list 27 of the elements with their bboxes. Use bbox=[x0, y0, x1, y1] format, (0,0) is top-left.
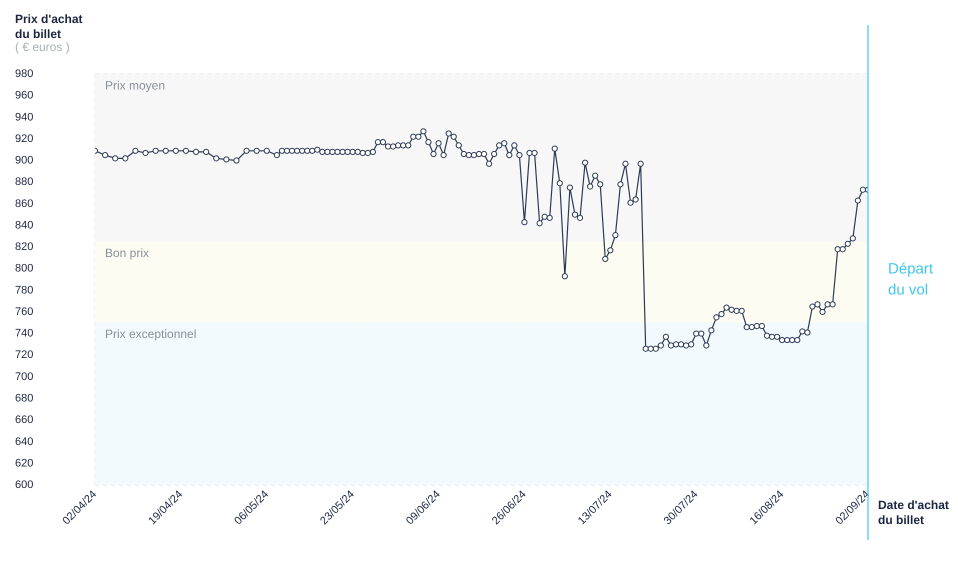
y-tick-label: 740 bbox=[15, 328, 34, 340]
y-tick-label: 900 bbox=[15, 154, 34, 167]
y-tick-label: 940 bbox=[15, 111, 34, 124]
y-tick-label: 920 bbox=[15, 132, 34, 145]
y-tick-label: 680 bbox=[15, 392, 34, 405]
y-tick-label: 620 bbox=[15, 457, 34, 470]
y-tick-label: 820 bbox=[15, 241, 34, 254]
y-tick-label: 660 bbox=[15, 414, 34, 426]
ref-line-label: Départ du vol bbox=[888, 260, 934, 299]
text: ( € euros ) bbox=[15, 40, 70, 54]
y-tick-label: 960 bbox=[15, 90, 34, 102]
band-label: Prix moyen bbox=[105, 78, 166, 92]
y-axis-title: Prix d'achat du billet bbox=[15, 12, 84, 42]
y-tick-label: 840 bbox=[15, 219, 34, 232]
y-tick-label: 880 bbox=[15, 176, 34, 188]
y-tick-label: 700 bbox=[15, 370, 34, 383]
x-axis-title: Date d'achat du billet bbox=[878, 498, 950, 528]
y-tick-label: 640 bbox=[15, 436, 34, 448]
y-tick-label: 780 bbox=[15, 284, 34, 296]
band-label: Bon prix bbox=[105, 246, 150, 260]
y-tick-label: 980 bbox=[15, 68, 34, 80]
y-tick-label: 860 bbox=[15, 198, 34, 210]
y-tick-label: 760 bbox=[15, 306, 34, 318]
y-tick-label: 720 bbox=[15, 349, 34, 362]
y-tick-label: 800 bbox=[15, 262, 34, 275]
y-tick-label: 600 bbox=[15, 479, 34, 492]
band-label: Prix exceptionnel bbox=[105, 327, 196, 342]
